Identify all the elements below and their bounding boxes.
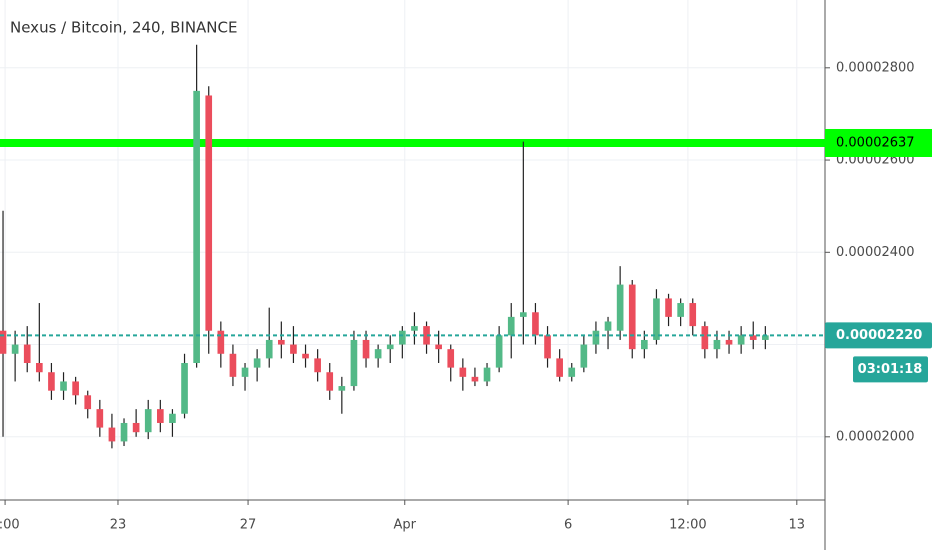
candle-body	[362, 339, 370, 359]
candle-body	[399, 330, 406, 345]
candle-body	[253, 358, 261, 368]
last-price-box	[825, 322, 932, 349]
candle-body	[181, 363, 188, 414]
candle-body	[386, 344, 394, 350]
candle-body	[520, 312, 527, 317]
countdown-label: 03:01:18	[858, 362, 923, 377]
candle-body	[471, 376, 479, 382]
candle-body	[290, 344, 297, 354]
candle-body	[0, 330, 7, 354]
candle-body	[713, 339, 721, 350]
x-tick-label: 2:00	[0, 518, 20, 533]
x-tick-label: 27	[240, 518, 257, 533]
candle-body	[314, 358, 321, 373]
candle-body	[423, 326, 430, 345]
candle-body	[265, 339, 273, 359]
candle-body	[23, 344, 31, 364]
x-tick-label: 12:00	[669, 518, 706, 533]
candle-body	[338, 386, 346, 391]
candle-body	[193, 90, 200, 364]
candle-body	[604, 321, 612, 331]
candle-body	[701, 326, 709, 350]
candle-body	[532, 312, 539, 336]
candle-body	[326, 372, 334, 391]
candle-body	[435, 344, 442, 350]
candle-body	[544, 335, 551, 359]
candle-body	[132, 422, 140, 433]
candle-body	[229, 353, 237, 377]
x-tick-label: 6	[564, 518, 572, 533]
y-tick-label: 0.00002800	[836, 60, 915, 75]
candle-body	[725, 339, 733, 345]
candle-body	[665, 298, 672, 317]
candle-body	[459, 367, 467, 377]
candle-body	[677, 303, 684, 317]
candle-body	[205, 95, 213, 331]
y-tick-label: 0.00002000	[836, 429, 915, 444]
candle-body	[96, 409, 104, 428]
candle-body	[616, 284, 624, 331]
candle-body	[120, 422, 128, 442]
candle-body	[568, 367, 576, 377]
x-tick-label: 13	[789, 518, 806, 533]
candle-body	[689, 303, 697, 327]
candle-body	[169, 413, 176, 423]
candle-body	[749, 335, 757, 340]
candle-body	[580, 344, 588, 368]
candle-body	[278, 339, 285, 345]
candle-body	[60, 381, 67, 391]
candle-body	[641, 339, 648, 350]
candle-body	[592, 330, 600, 345]
candle-body	[108, 427, 116, 442]
candle-body	[144, 409, 152, 433]
countdown-box	[853, 356, 928, 383]
candle-body	[628, 284, 636, 350]
candle-body	[737, 335, 745, 345]
candle-body	[495, 335, 503, 368]
candle-body	[72, 381, 79, 396]
chart-title: Nexus / Bitcoin, 240, BINANCE	[10, 19, 237, 37]
candle-body	[411, 326, 418, 331]
horizontal-line-label: 0.00002637	[836, 135, 915, 150]
candle-body	[157, 409, 164, 423]
candle-body	[350, 339, 358, 387]
candle-body	[762, 335, 769, 340]
candle-body	[217, 330, 225, 354]
candle-body	[35, 363, 43, 373]
candle-body	[302, 353, 309, 359]
candle-body	[84, 395, 92, 410]
candle-body	[374, 349, 382, 359]
candle-body	[556, 358, 563, 377]
x-tick-label: 23	[110, 518, 127, 533]
candle-body	[507, 316, 515, 336]
last-price-label: 0.00002220	[836, 328, 922, 343]
candle-body	[11, 344, 19, 354]
candle-body	[241, 367, 249, 377]
horizontal-line-label-box	[825, 128, 932, 157]
candle-body	[653, 298, 660, 340]
candle-body	[483, 367, 491, 382]
candle-body	[48, 372, 55, 391]
x-tick-label: Apr	[394, 518, 417, 533]
candle-body	[447, 349, 455, 368]
y-tick-label: 0.00002400	[836, 245, 915, 260]
